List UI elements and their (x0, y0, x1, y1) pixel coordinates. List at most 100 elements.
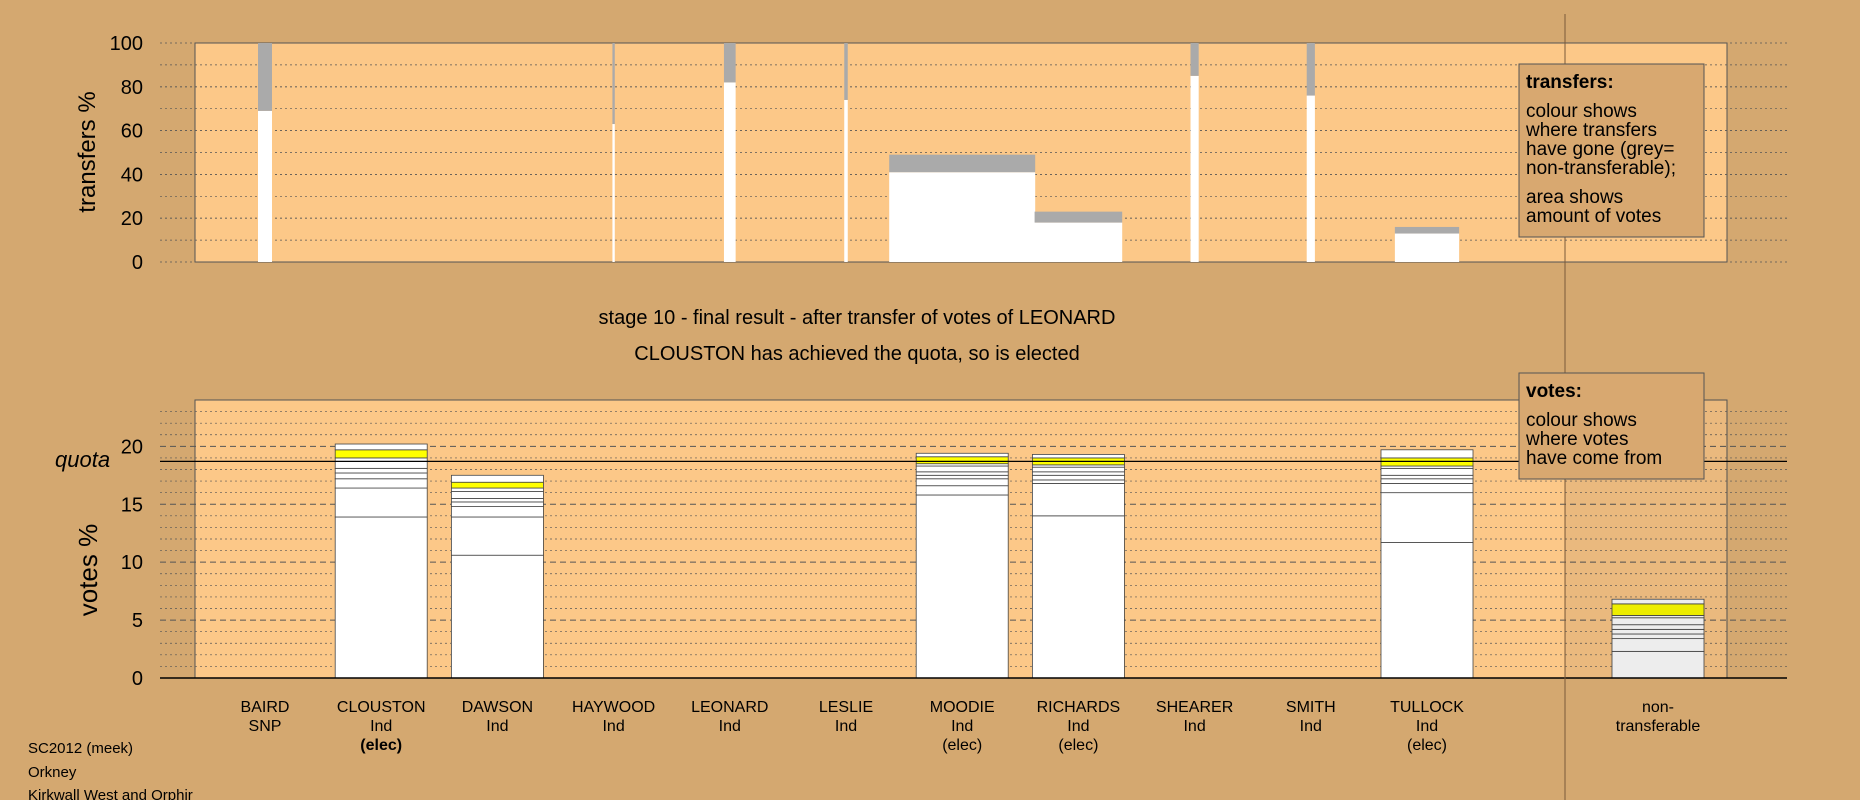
vote-bar-segment (334, 472, 428, 480)
transfer-nontransferable-bar (1190, 43, 1199, 76)
vote-bar-segment (1032, 471, 1125, 476)
stage-subtitle: CLOUSTON has achieved the quota, so is e… (634, 343, 1079, 365)
transfers-legend-line: where transfers (1525, 120, 1657, 141)
candidate-status: (elec) (1058, 737, 1098, 754)
votes-panel: 0 5 10 15 20 quota votes % BAIRD SNP CLOUSTON I… (55, 399, 1787, 754)
transfer-bar (1306, 95, 1315, 262)
candidate-party: Ind (835, 718, 857, 735)
candidate-name: TULLOCK (1390, 699, 1464, 716)
vote-bar-segment (1380, 478, 1474, 484)
transfer-bar (612, 124, 615, 262)
transfers-tick-label: 100 (110, 33, 143, 55)
candidate-party: Ind (951, 718, 973, 735)
transfers-legend-line: colour shows (1526, 101, 1637, 122)
transfer-bar (723, 82, 736, 262)
vote-bar-segment (915, 474, 1009, 480)
transfers-tick-label: 40 (121, 164, 143, 186)
candidate-name: LEONARD (691, 699, 768, 716)
transfer-nontransferable-bar (844, 43, 848, 100)
vote-bar-segment (1032, 474, 1125, 481)
transfers-tick-label: 0 (132, 252, 143, 274)
transfers-y-axis-label: transfers % (74, 91, 101, 212)
candidate-name: CLOUSTON (337, 699, 426, 716)
vote-bar-segment (334, 478, 428, 489)
candidate-name: RICHARDS (1037, 699, 1121, 716)
candidate-party: Ind (486, 718, 508, 735)
vote-bar-segment (915, 485, 1009, 496)
vote-bar-segment (450, 481, 544, 489)
candidate-name: SHEARER (1156, 699, 1233, 716)
vote-bar-segment (450, 491, 544, 499)
candidate-name: DAWSON (462, 699, 533, 716)
vote-bar-segment (450, 554, 544, 679)
vote-bar-segment (1032, 479, 1125, 484)
votes-legend-title: votes: (1526, 381, 1582, 402)
votes-y-axis-label: votes % (73, 524, 103, 617)
transfer-bar (1034, 222, 1123, 262)
vote-bar-segment (1380, 542, 1474, 679)
candidate-party: Ind (1416, 718, 1438, 735)
vote-bar-segment (1380, 482, 1474, 494)
vote-bar-segment (1380, 449, 1474, 459)
vote-bar-segment (1032, 482, 1125, 517)
transfer-nontransferable-bar (1306, 43, 1315, 96)
transfers-bars (257, 43, 1460, 262)
transfer-bar (889, 172, 1036, 262)
vote-bar-segment (450, 487, 544, 492)
transfers-legend-line: have gone (grey= (1526, 139, 1674, 160)
candidate-party: Ind (1067, 718, 1089, 735)
vote-bar-segment (1380, 474, 1474, 480)
vote-bar-segment (915, 478, 1009, 487)
votes-legend-line: have come from (1526, 448, 1662, 469)
vote-bar-segment (1032, 454, 1125, 459)
candidate-party: Ind (1183, 718, 1205, 735)
transfers-legend: transfers: colour shows where transfers … (1518, 63, 1705, 238)
transfer-nontransferable-bar (257, 43, 273, 111)
vote-bar-segment (334, 460, 428, 469)
vote-bar-segment (450, 516, 544, 556)
quota-label: quota (55, 447, 110, 472)
nontransferable-bar-segment (1611, 598, 1705, 605)
candidate-name: LESLIE (819, 699, 873, 716)
transfers-tick-label: 60 (121, 121, 143, 143)
votes-bars (334, 443, 1705, 679)
transfer-bar (1394, 233, 1460, 262)
transfers-grid (160, 42, 1787, 263)
transfers-legend-title: transfers: (1526, 72, 1614, 93)
transfer-nontransferable-bar (1394, 226, 1460, 234)
candidate-party: Ind (719, 718, 741, 735)
vote-bar-segment (450, 501, 544, 507)
votes-tick-label: 0 (132, 668, 143, 690)
votes-tick-label: 20 (121, 436, 143, 458)
candidate-name: SMITH (1286, 699, 1336, 716)
transfers-legend-line: non-transferable); (1526, 158, 1676, 179)
votes-y-ticks: 0 5 10 15 20 (121, 436, 143, 690)
stage-title: stage 10 - final result - after transfer… (599, 307, 1116, 329)
candidate-status: (elec) (1407, 737, 1447, 754)
vote-bar-segment (1380, 492, 1474, 543)
transfers-y-ticks: 0 20 40 60 80 100 (110, 33, 143, 274)
vote-bar-segment (334, 449, 428, 459)
transfer-bar (1190, 75, 1199, 262)
candidate-party: Ind (1300, 718, 1322, 735)
transfers-tick-label: 20 (121, 208, 143, 230)
candidate-name: MOODIE (930, 699, 995, 716)
votes-grid (160, 411, 1787, 667)
votes-tick-label: 5 (132, 610, 143, 632)
candidate-party: Ind (602, 718, 624, 735)
vote-bar-segment (1032, 466, 1125, 473)
nontransferable-label: transferable (1616, 718, 1701, 735)
candidate-party: SNP (249, 718, 282, 735)
transfer-nontransferable-bar (889, 154, 1036, 173)
votes-legend-box (1518, 372, 1705, 480)
candidate-status: (elec) (360, 737, 402, 754)
transfer-bar (844, 99, 848, 262)
candidate-labels: BAIRD SNP CLOUSTON Ind (elec) DAWSON Ind HAYWOO… (241, 699, 1701, 754)
vote-bar-segment (1380, 467, 1474, 476)
votes-legend: votes: colour shows where votes have com… (1518, 372, 1705, 480)
vote-bar-segment (915, 465, 1009, 473)
vote-bar-segment (915, 456, 1009, 465)
votes-legend-line: where votes (1525, 429, 1628, 450)
vote-bar-segment (1032, 515, 1125, 679)
